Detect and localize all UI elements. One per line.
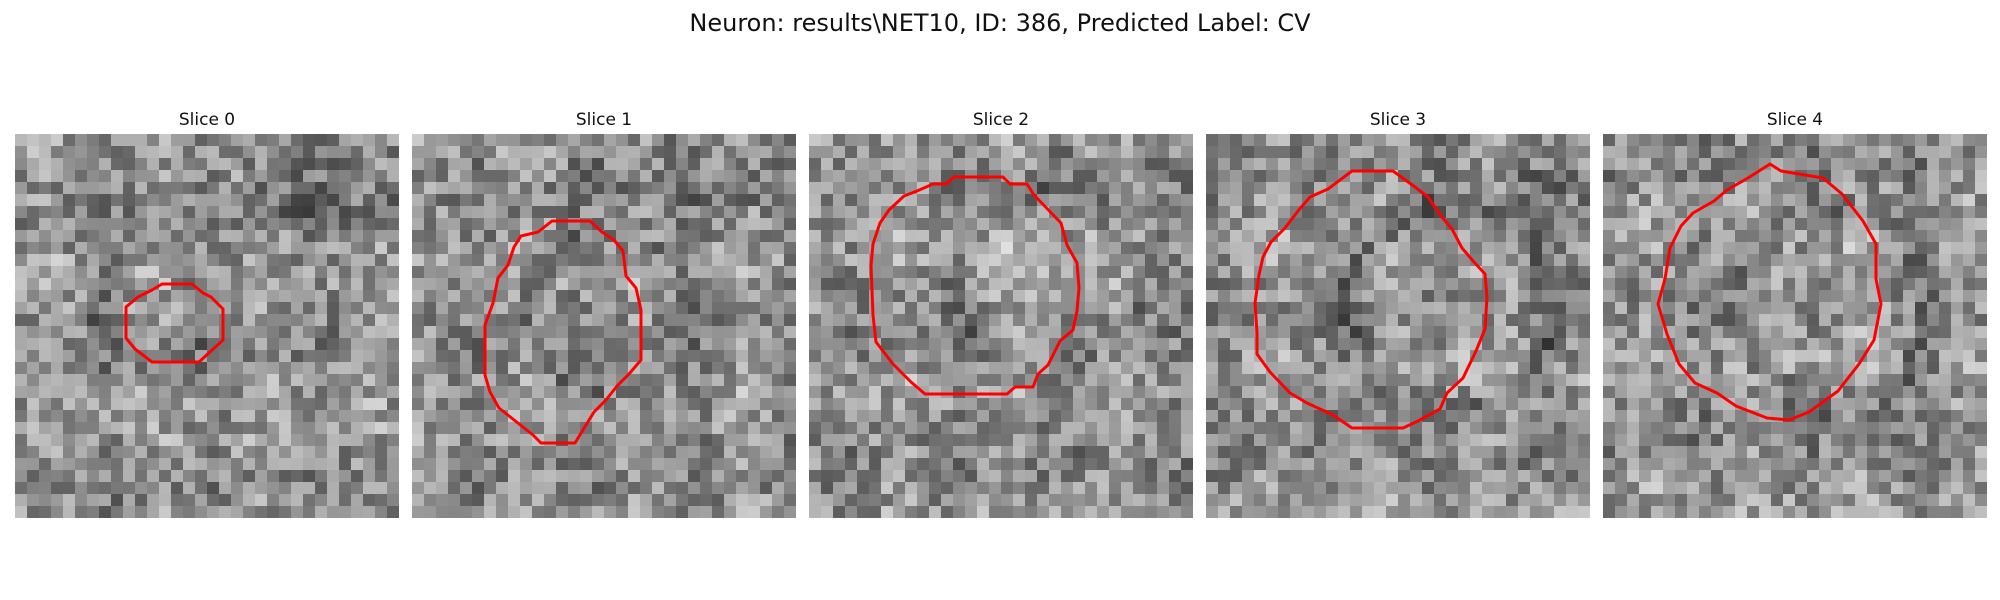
slice-panel-3: Slice 3 (1206, 108, 1590, 518)
slice-canvas-2 (809, 134, 1193, 518)
slice-canvas-0 (15, 134, 399, 518)
slice-image-2 (809, 134, 1193, 518)
slice-canvas-1 (412, 134, 796, 518)
slice-label-3: Slice 3 (1369, 110, 1427, 130)
figure-title: Neuron: results\NET10, ID: 386, Predicte… (689, 9, 1311, 37)
slice-label-2: Slice 2 (972, 110, 1030, 130)
slice-label-4: Slice 4 (1766, 110, 1824, 130)
slice-panel-1: Slice 1 (412, 108, 796, 518)
slice-label-0: Slice 0 (178, 110, 236, 130)
slice-panel-2: Slice 2 (809, 108, 1193, 518)
slice-canvas-3 (1206, 134, 1590, 518)
slice-image-4 (1603, 134, 1987, 518)
slice-canvas-4 (1603, 134, 1987, 518)
slice-image-3 (1206, 134, 1590, 518)
slice-panel-0: Slice 0 (15, 108, 399, 518)
slice-panel-4: Slice 4 (1603, 108, 1987, 518)
slice-label-1: Slice 1 (575, 110, 633, 130)
slice-image-1 (412, 134, 796, 518)
slice-image-0 (15, 134, 399, 518)
